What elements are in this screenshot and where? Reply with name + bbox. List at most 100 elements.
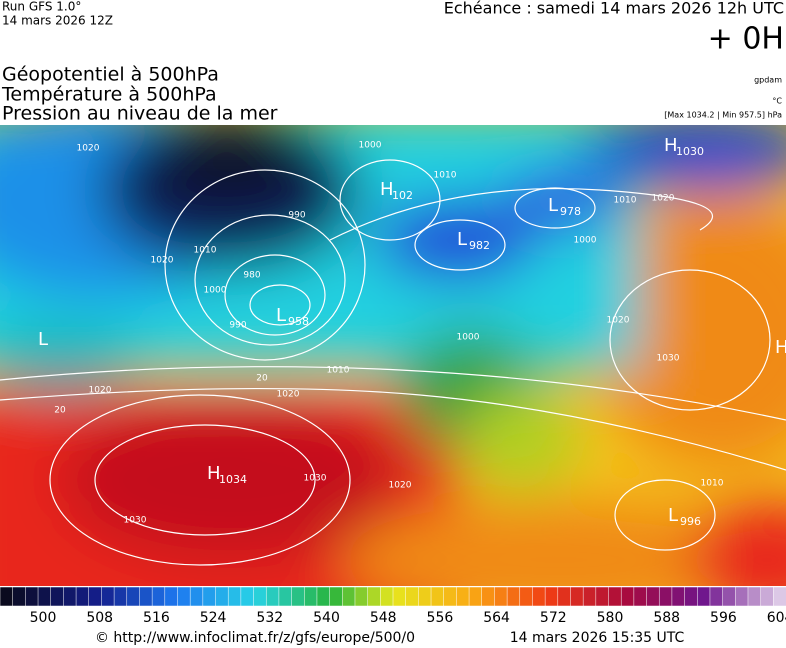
colorbar-swatch <box>88 586 103 607</box>
credit: gpdam <box>754 76 782 85</box>
colorbar-swatch <box>380 586 394 607</box>
unit: °C <box>772 97 782 106</box>
colorbar-swatch <box>582 586 597 607</box>
colorbar-swatch <box>646 586 660 607</box>
colorbar-swatch <box>443 586 458 607</box>
center-value: 1030 <box>676 145 704 158</box>
center-value: 996 <box>680 515 701 528</box>
colorbar-swatch <box>709 586 724 607</box>
colorbar-swatch <box>164 586 179 607</box>
center-letter: L <box>276 305 286 326</box>
colorbar-swatch <box>367 586 382 607</box>
colorbar-swatch <box>50 586 65 607</box>
colorbar-swatch <box>608 586 622 607</box>
isobar-label: 1030 <box>124 516 147 526</box>
colorbar-swatch <box>278 586 293 607</box>
colorbar-swatch <box>0 586 14 607</box>
colorbar-label: 596 <box>710 610 737 626</box>
colorbar-swatch <box>265 586 280 607</box>
colorbar-label: 524 <box>200 610 227 626</box>
isobar-label: 1030 <box>657 354 680 364</box>
colorbar-swatch <box>12 586 27 607</box>
range: [Max 1034.2 | Min 957.5] hPa <box>664 111 782 120</box>
colorbar-swatch <box>684 586 699 607</box>
isobar-label: 1020 <box>277 390 300 400</box>
isobar-label: 1000 <box>574 236 597 246</box>
run: Run GFS 1.0° <box>2 0 81 14</box>
run-date: 14 mars 2026 12Z <box>2 14 113 28</box>
center-value: 958 <box>288 315 309 328</box>
colorbar-label: 516 <box>143 610 170 626</box>
map-field <box>0 125 786 586</box>
isobar-label: 1010 <box>327 366 350 376</box>
colorbar-label: 604 <box>767 610 786 626</box>
colorbar-swatch <box>595 586 610 607</box>
colorbar-swatch <box>304 586 318 607</box>
colorbar-swatch <box>773 586 786 607</box>
isobar-label: 1020 <box>389 481 412 491</box>
isobar-label: 1010 <box>701 479 724 489</box>
colorbar-swatch <box>468 586 483 607</box>
center-letter: H <box>207 463 221 484</box>
colorbar-swatch <box>735 586 749 607</box>
isobar-label: 20 <box>256 374 268 384</box>
colorbar-label: 500 <box>30 610 57 626</box>
isobar-label: 1020 <box>607 316 630 326</box>
colorbar-swatch <box>760 586 775 607</box>
colorbar-swatch <box>139 586 153 607</box>
isobar-label: 1020 <box>89 386 112 396</box>
colorbar-swatch <box>354 586 369 607</box>
isobar-label: 1010 <box>434 171 457 181</box>
colorbar-swatch <box>405 586 420 607</box>
colorbar-swatch <box>227 586 242 607</box>
isobar-label: 980 <box>243 271 260 281</box>
colorbar-swatch <box>25 586 39 607</box>
colorbar-swatch <box>557 586 572 607</box>
isobar-label: 1000 <box>457 333 480 343</box>
colorbar-swatch <box>418 586 432 607</box>
isobar-label: 1000 <box>204 286 227 296</box>
colorbar-swatch <box>620 586 635 607</box>
colorbar-label: 508 <box>86 610 113 626</box>
colorbar-swatch <box>519 586 534 607</box>
colorbar-label: 532 <box>256 610 283 626</box>
colorbar-swatch <box>329 586 344 607</box>
center-letter: H <box>380 179 394 200</box>
colorbar-label: 580 <box>597 610 624 626</box>
colorbar-swatch <box>75 586 90 607</box>
colorbar-swatch <box>215 586 229 607</box>
echeance: Echéance : samedi 14 mars 2026 12h UTC <box>444 0 784 18</box>
colorbar-swatch <box>722 586 737 607</box>
isobar-label: 1020 <box>151 256 174 266</box>
center-letter: L <box>548 195 558 216</box>
isobar-label: 1010 <box>614 196 637 206</box>
isobars <box>0 159 786 566</box>
colorbar-swatch <box>177 586 191 607</box>
title: Pression au niveau de la mer <box>2 103 278 125</box>
colorbar-swatch <box>253 586 267 607</box>
colorbar-swatch <box>697 586 711 607</box>
isobar-label: 990 <box>229 321 246 331</box>
colorbar-swatch <box>240 586 255 607</box>
colorbar-swatch <box>481 586 496 607</box>
colorbar-swatch <box>456 586 470 607</box>
isobar-label: 1020 <box>77 144 100 154</box>
isobar-label: 1000 <box>359 141 382 151</box>
center-letter: L <box>668 505 678 526</box>
colorbar-swatch <box>151 586 166 607</box>
center-value: 978 <box>560 205 581 218</box>
center-letter: H <box>664 135 678 156</box>
colorbar-swatch <box>37 586 52 607</box>
colorbar-swatch <box>189 586 204 607</box>
colorbar-swatch <box>101 586 115 607</box>
colorbar-swatch <box>506 586 521 607</box>
title: Température à 500hPa <box>1 84 217 106</box>
center-letter: L <box>38 329 48 350</box>
colorbar-swatch <box>671 586 686 607</box>
isobar-label: 1020 <box>652 194 675 204</box>
footer-time: 14 mars 2026 15:35 UTC <box>510 630 685 646</box>
colorbar-swatch <box>658 586 673 607</box>
center-value: 102 <box>392 189 413 202</box>
